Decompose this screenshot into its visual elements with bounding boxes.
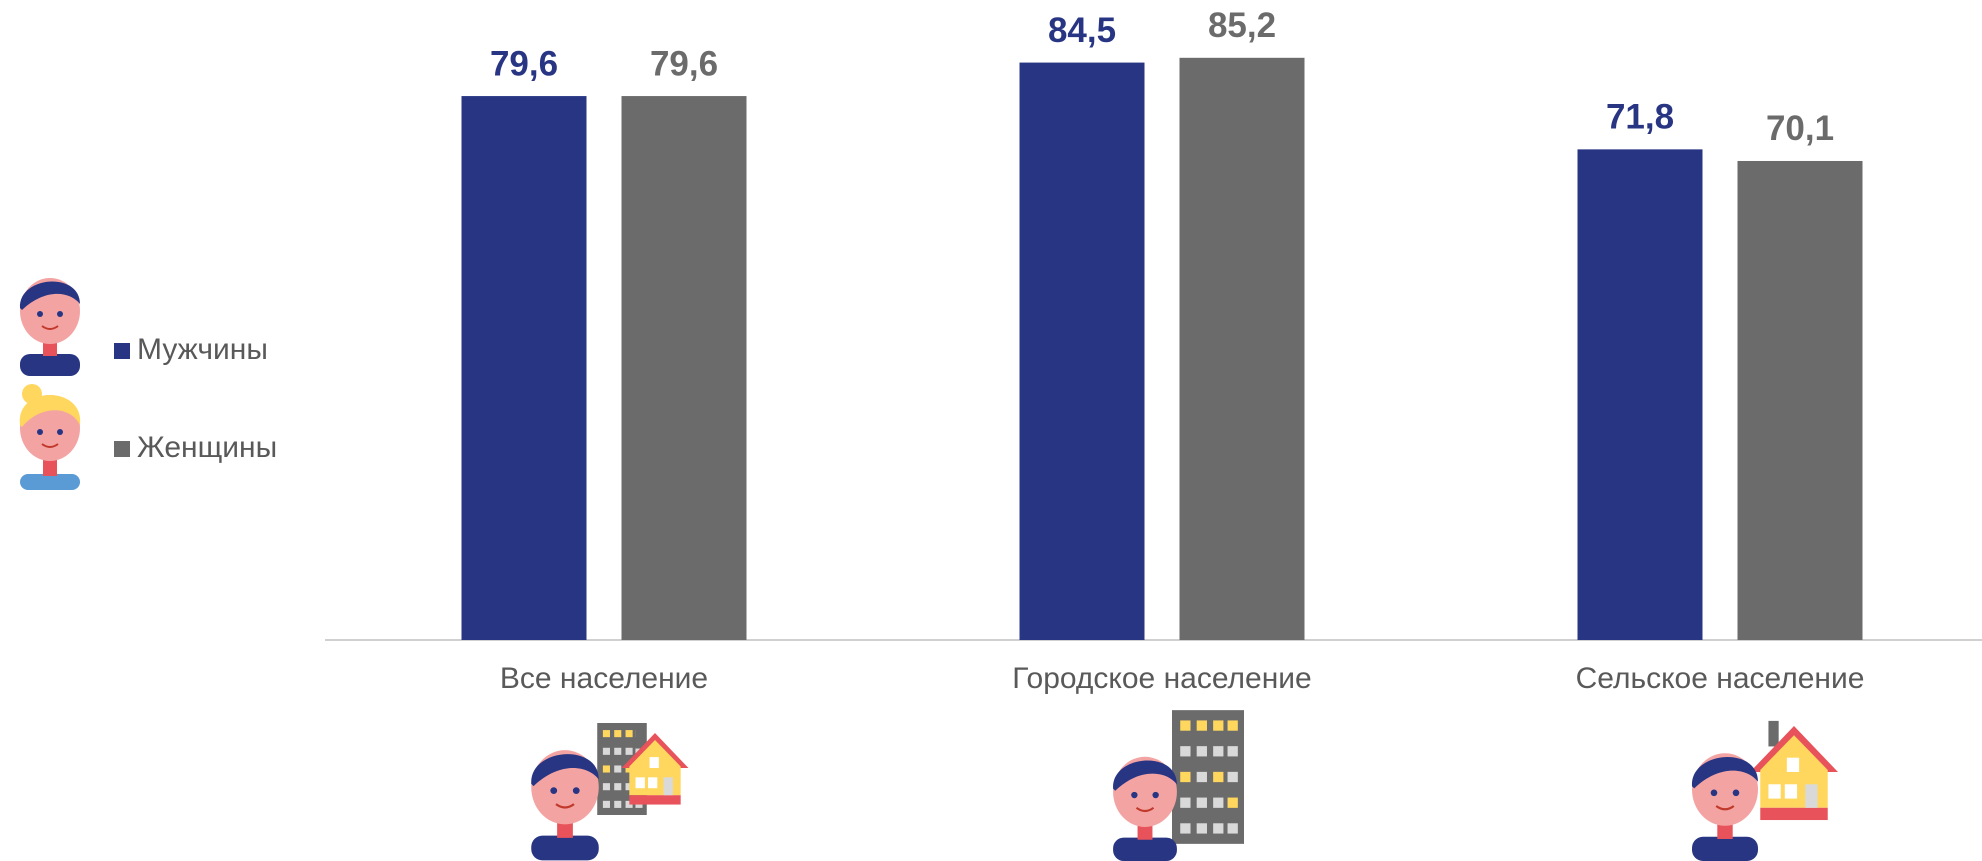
bar [1179, 57, 1305, 641]
value-label: 71,8 [1606, 98, 1674, 137]
bar [461, 96, 587, 641]
x-tick-label: Все население [500, 662, 708, 695]
bar [1577, 149, 1703, 640]
x-tick-label: Сельское население [1576, 662, 1865, 695]
legend-label: Женщины [137, 431, 277, 464]
x-tick-label: Городское население [1012, 662, 1311, 695]
legend-icons [18, 276, 82, 490]
legend-swatch [114, 441, 130, 457]
legend-label: Мужчины [137, 333, 268, 366]
value-label: 79,6 [490, 44, 558, 83]
bar [1019, 62, 1145, 641]
legend-swatch [114, 343, 130, 359]
value-label: 70,1 [1766, 109, 1834, 148]
bar [1737, 160, 1863, 640]
value-label: 79,6 [650, 44, 718, 83]
category-icons [530, 710, 1838, 861]
value-label: 84,5 [1048, 11, 1116, 50]
value-label: 85,2 [1208, 6, 1276, 45]
bar [621, 96, 747, 641]
